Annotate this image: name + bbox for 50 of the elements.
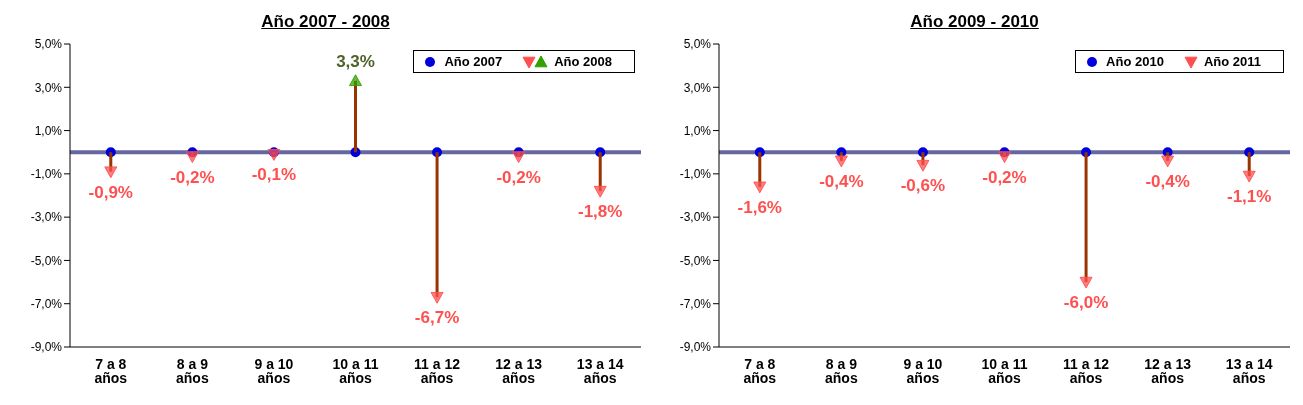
data-label: -1,1% <box>1227 187 1272 207</box>
x-tick-label: 11 a 12 años <box>414 355 461 386</box>
data-label: -6,7% <box>414 308 460 328</box>
data-label: -0,4% <box>1145 171 1190 191</box>
data-label: -0,9% <box>88 182 133 202</box>
data-label: -6,0% <box>1063 293 1109 313</box>
chart-title: Año 2007 - 2008 <box>260 11 391 33</box>
x-tick-label: 10 a 11 años <box>332 355 379 386</box>
y-tick-label: -3,0% <box>679 210 712 225</box>
legend-label: Año 2011 <box>1203 54 1261 69</box>
y-tick-label: -1,0% <box>679 167 712 182</box>
x-tick-label: 8 a 9 años <box>176 355 209 386</box>
y-tick-label: 5,0% <box>34 37 63 52</box>
y-tick-label: 3,0% <box>34 80 63 95</box>
data-label: -1,8% <box>578 202 623 222</box>
y-tick-label: -1,0% <box>30 167 63 182</box>
data-label: -0,4% <box>819 171 864 191</box>
x-tick-label: 9 a 10 años <box>903 355 943 386</box>
y-tick-label: 5,0% <box>683 37 712 52</box>
legend-label: Año 2008 <box>554 54 612 69</box>
x-tick-label: 8 a 9 años <box>825 355 858 386</box>
y-tick-label: 3,0% <box>683 80 712 95</box>
y-tick-label: 1,0% <box>683 123 712 138</box>
data-label: -1,6% <box>737 197 782 217</box>
y-tick-label: -3,0% <box>30 210 63 225</box>
data-label: -0,2% <box>496 167 541 187</box>
data-label: 3,3% <box>336 51 375 71</box>
x-tick-label: 12 a 13 años <box>1144 355 1192 386</box>
legend-label: Año 2010 <box>1106 54 1164 69</box>
data-label: -0,2% <box>170 167 215 187</box>
y-tick-label: -7,0% <box>679 296 712 311</box>
x-tick-label: 9 a 10 años <box>254 355 294 386</box>
data-label: -0,6% <box>900 176 946 196</box>
data-label: -0,2% <box>982 167 1027 187</box>
x-tick-label: 7 a 8 años <box>743 355 777 386</box>
y-tick-label: 1,0% <box>34 123 63 138</box>
x-tick-label: 13 a 14 años <box>1225 355 1273 386</box>
x-tick-label: 12 a 13 años <box>495 355 543 386</box>
x-tick-label: 11 a 12 años <box>1063 355 1110 386</box>
x-tick-label: 13 a 14 años <box>576 355 624 386</box>
x-tick-label: 10 a 11 años <box>981 355 1028 386</box>
x-tick-label: 7 a 8 años <box>94 355 128 386</box>
legend-label: Año 2007 <box>444 54 503 69</box>
y-tick-label: -7,0% <box>30 296 63 311</box>
y-tick-label: -5,0% <box>679 253 712 268</box>
data-label: -0,1% <box>251 165 297 185</box>
y-tick-label: -5,0% <box>30 253 63 268</box>
chart-title: Año 2009 - 2010 <box>909 11 1040 33</box>
y-tick-label: -9,0% <box>679 340 712 355</box>
y-tick-label: -9,0% <box>30 340 63 355</box>
